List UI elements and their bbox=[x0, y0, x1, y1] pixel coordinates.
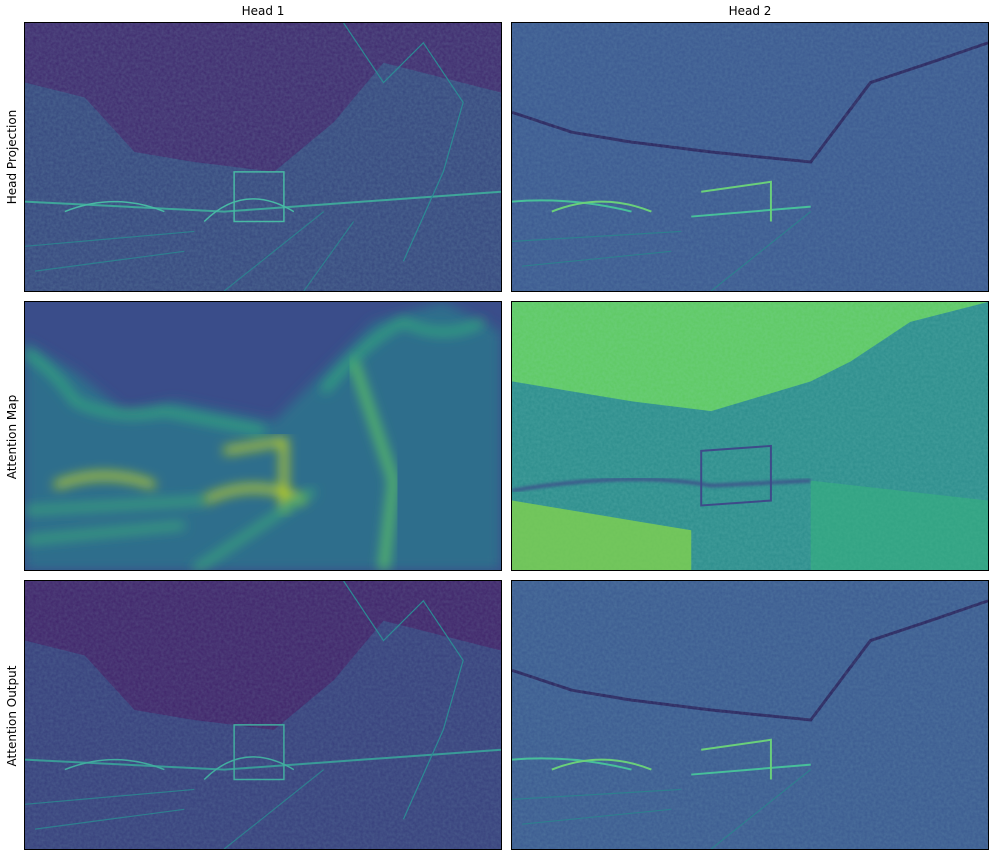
row-label-attention-output: Attention Output bbox=[5, 665, 19, 767]
panel-head2-attention-output bbox=[511, 580, 989, 850]
column-title-head-1: Head 1 bbox=[241, 4, 285, 18]
panel-head1-attention-output bbox=[24, 580, 502, 850]
row-label-head-projection: Head Projection bbox=[5, 109, 19, 205]
panel-head1-attention-map bbox=[24, 301, 502, 571]
column-title-head-2: Head 2 bbox=[728, 4, 772, 18]
panel-head2-attention-map bbox=[511, 301, 989, 571]
row-label-attention-map: Attention Map bbox=[5, 394, 19, 480]
panel-head2-projection bbox=[511, 22, 989, 292]
panel-head1-projection bbox=[24, 22, 502, 292]
